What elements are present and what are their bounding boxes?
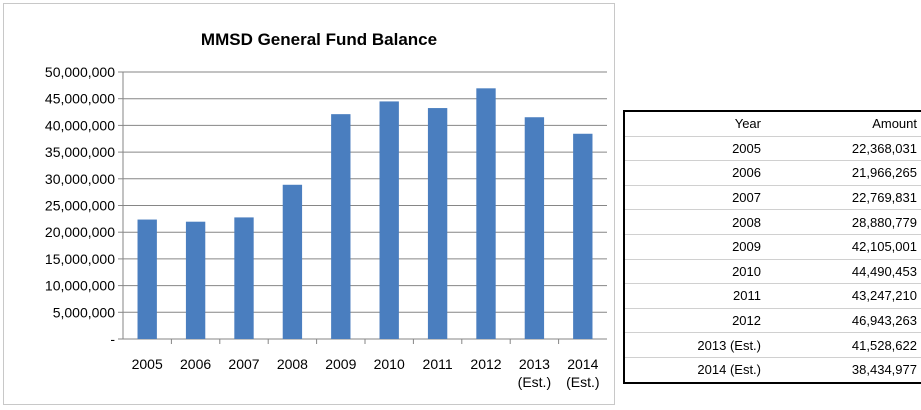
bars [137,88,593,340]
year-cell: 2006 [624,160,765,186]
y-tick-label: 45,000,000 [45,91,115,107]
x-tick-label: 2010 [374,356,405,372]
x-tick-label: 2014 [567,356,598,372]
year-cell: Year [624,111,765,137]
y-tick-label: 35,000,000 [45,144,115,160]
year-cell: 2012 [624,308,765,334]
year-cell: 2009 [624,234,765,260]
bar [331,114,351,339]
table-header-row: Year Amount [624,111,921,137]
amount-cell: Amount [765,111,921,137]
year-cell: 2010 [624,259,765,285]
x-tick-label: 2013 [519,356,550,372]
x-tick-label: 2007 [228,356,259,372]
bar [282,184,303,339]
bar [379,101,399,339]
year-cell: 2013 (Est.) [624,332,765,358]
year-cell: 2008 [624,209,765,235]
x-tick-labels: 2005 2006 2007 2008 2009 2010 2011 2012 2013 (Est… [132,356,600,390]
table-row: 2006 21,966,265 [624,160,921,186]
x-tick-label: 2012 [470,356,501,372]
bar [524,117,545,340]
table-row: 2013 (Est.) 41,528,622 [624,332,921,358]
x-tick-label: (Est.) [518,374,551,390]
bar [573,133,593,339]
table-row: 2008 28,880,779 [624,209,921,235]
year-cell: 2011 [624,283,765,309]
amount-cell: 41,528,622 [765,332,921,358]
amount-cell: 22,769,831 [765,185,921,211]
table-row: 2007 22,769,831 [624,185,921,211]
y-tick-label: 30,000,000 [45,171,115,187]
year-cell: 2007 [624,185,765,211]
amount-cell: 38,434,977 [851,362,917,378]
x-tick-label: 2006 [180,356,211,372]
amount-cell: 44,490,453 [765,259,921,285]
table-row: 2012 46,943,263 [624,308,921,334]
bar [234,217,254,339]
amount-cell: 42,105,001 [765,234,921,260]
amount-cell: 43,247,210 [765,283,921,309]
amount-cell: 21,966,265 [765,160,921,186]
table-row: 2011 43,247,210 [624,283,921,309]
y-tick-labels: - 5,000,000 10,000,000 15,000,000 20,000,000… [45,64,115,347]
table-body: Year Amount 2005 22,368,031 2006 21,966,265 20… [624,111,921,383]
bar [427,108,448,339]
table-row: 2010 44,490,453 [624,259,921,285]
y-tick-label: 50,000,000 [45,64,115,80]
data-table: Year Amount 2005 22,368,031 2006 21,966,265 20… [623,110,921,384]
table-row: 2005 22,368,031 [624,136,921,162]
y-tick-label: - [110,331,115,347]
table-row: 2014 (Est.) 38,434,977 [624,357,921,382]
amount-cell: 22,368,031 [765,136,921,162]
bar [185,221,206,339]
chart-title: MMSD General Fund Balance [201,30,437,49]
y-tick-label: 40,000,000 [45,117,115,133]
amount-cell: 46,943,263 [765,308,921,334]
bar [476,88,496,340]
x-tick-label: (Est.) [566,374,599,390]
x-tick-label: 2008 [277,356,308,372]
x-tick-label: 2005 [132,356,163,372]
y-tick-label: 20,000,000 [45,224,115,240]
x-tick-label: 2009 [325,356,356,372]
y-tick-label: 5,000,000 [53,304,115,320]
year-cell: 2005 [624,136,765,162]
y-tick-label: 10,000,000 [45,278,115,294]
x-tick-label: 2011 [423,356,453,372]
year-cell: 2014 (Est.) [697,362,761,378]
bar-chart: MMSD General Fund Balance - 5,000,000 10,0… [45,30,607,390]
y-tick-label: 25,000,000 [45,198,115,214]
y-tick-label: 15,000,000 [45,251,115,267]
bar [137,219,157,339]
chart-panel: MMSD General Fund Balance - 5,000,000 10,0… [3,3,615,405]
amount-cell: 28,880,779 [765,209,921,235]
table-row: 2009 42,105,001 [624,234,921,260]
